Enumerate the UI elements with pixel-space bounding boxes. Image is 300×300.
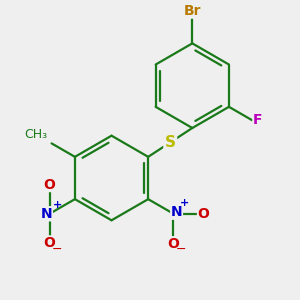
Text: O: O (168, 237, 179, 251)
Text: Br: Br (184, 4, 201, 18)
Text: +: + (180, 198, 189, 208)
Text: CH₃: CH₃ (25, 128, 48, 141)
Text: +: + (53, 200, 62, 209)
Text: S: S (165, 135, 176, 150)
Text: −: − (52, 243, 62, 256)
Text: F: F (253, 113, 262, 127)
Text: O: O (198, 207, 209, 221)
Text: O: O (44, 178, 56, 191)
Text: N: N (171, 205, 182, 219)
Text: −: − (176, 243, 186, 256)
Text: O: O (44, 236, 56, 250)
Text: N: N (41, 207, 52, 221)
